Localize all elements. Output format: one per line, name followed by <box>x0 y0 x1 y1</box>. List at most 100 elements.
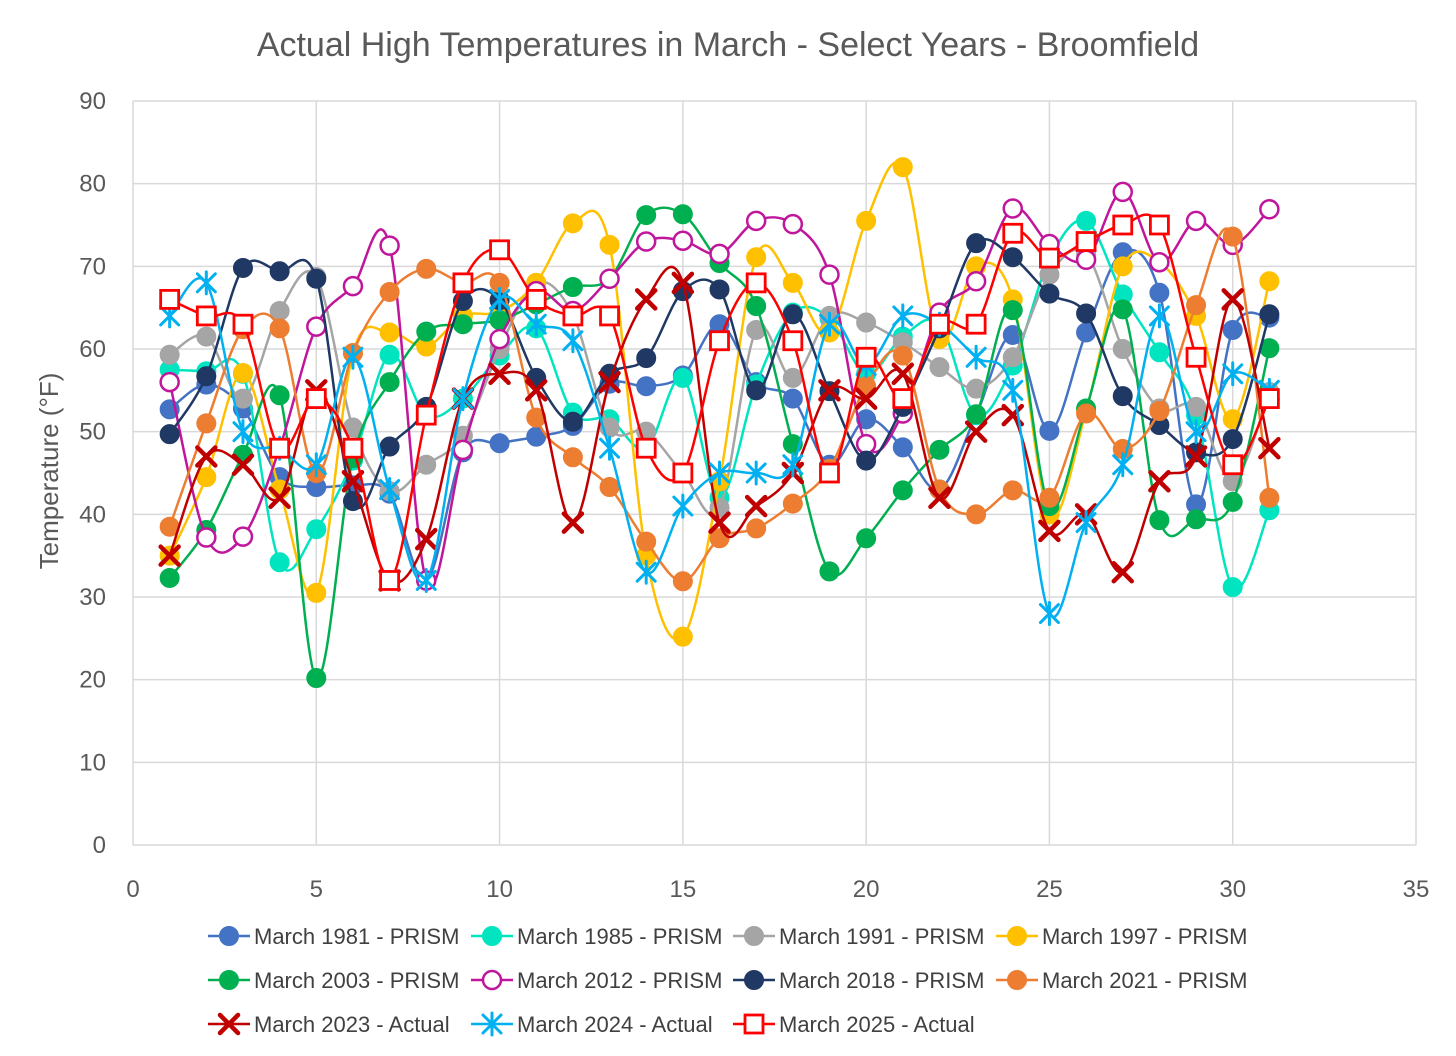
data-point-s11-day17 <box>745 272 767 294</box>
data-point-s9-day25 <box>1038 519 1061 543</box>
data-point-s1-day14 <box>636 376 657 397</box>
data-point-s10-day15 <box>672 493 694 519</box>
data-point-s8-day23 <box>966 504 987 525</box>
y-tick-label-30: 30 <box>79 584 106 611</box>
data-point-s6-day13 <box>599 268 620 289</box>
legend-marker-3 <box>744 926 764 946</box>
data-point-s9-day30 <box>1221 288 1244 311</box>
data-point-s8-day7 <box>379 281 400 302</box>
y-tick-label-0: 0 <box>93 832 106 859</box>
data-point-s7-day2 <box>196 366 217 387</box>
data-point-s6-day31 <box>1259 199 1280 220</box>
data-point-s6-day14 <box>635 231 657 252</box>
data-point-s4-day15 <box>672 626 693 647</box>
data-point-s10-day16 <box>709 460 731 486</box>
data-point-s11-day11 <box>525 288 547 310</box>
data-point-s8-day24 <box>1002 480 1023 501</box>
data-point-s11-day30 <box>1222 454 1244 476</box>
data-point-s11-day23 <box>965 313 987 335</box>
data-point-s6-day17 <box>745 210 767 232</box>
legend-label-2: March 1985 - PRISM <box>517 924 722 949</box>
legend-label-11: March 2025 - Actual <box>779 1012 975 1037</box>
x-tick-label-30: 30 <box>1219 876 1246 903</box>
data-point-s5-day1 <box>159 567 180 588</box>
y-tick-label-80: 80 <box>79 171 106 198</box>
data-point-s8-day26 <box>1076 403 1097 424</box>
data-point-s6-day20 <box>855 433 877 455</box>
data-point-s9-day4 <box>268 486 291 510</box>
data-point-s10-day18 <box>782 452 804 478</box>
legend-marker-4 <box>1007 926 1027 946</box>
data-point-s3-day18 <box>782 367 803 388</box>
series-9 <box>158 265 1281 592</box>
data-point-s8-day25 <box>1039 487 1060 508</box>
data-point-s6-day29 <box>1185 210 1207 232</box>
data-point-s1-day18 <box>782 388 803 409</box>
data-point-s5-day19 <box>819 561 840 582</box>
data-point-s9-day28 <box>1148 470 1171 493</box>
data-point-s11-day1 <box>159 288 181 310</box>
data-point-s1-day21 <box>892 437 913 458</box>
data-point-s11-day21 <box>892 388 914 410</box>
data-point-s9-day13 <box>598 370 621 394</box>
data-point-s7-day17 <box>746 380 767 401</box>
data-point-s4-day21 <box>892 157 913 178</box>
data-point-s5-day28 <box>1149 510 1170 531</box>
legend-item-8: March 2021 - PRISM <box>996 968 1247 993</box>
data-point-s7-day30 <box>1222 429 1243 450</box>
data-point-s10-day24 <box>1002 377 1024 403</box>
data-point-s9-day17 <box>744 494 768 518</box>
data-point-s6-day28 <box>1149 251 1170 273</box>
data-point-s11-day2 <box>195 305 217 327</box>
data-point-s7-day3 <box>232 257 253 278</box>
data-point-s11-day7 <box>379 570 401 591</box>
data-point-s3-day1 <box>159 344 180 365</box>
data-point-s7-day31 <box>1259 304 1280 325</box>
data-point-s9-day12 <box>561 511 585 534</box>
data-point-s6-day19 <box>819 264 840 285</box>
data-point-s9-day3 <box>231 453 255 476</box>
data-point-s6-day10 <box>489 328 510 350</box>
data-point-s6-day5 <box>306 316 327 337</box>
data-point-s10-day25 <box>1038 601 1060 627</box>
data-point-s7-day4 <box>269 261 290 282</box>
data-point-s5-day24 <box>1002 300 1023 321</box>
data-point-s11-day4 <box>269 437 291 459</box>
legend-marker-8 <box>1007 970 1027 990</box>
legend-item-6: March 2012 - PRISM <box>471 968 722 993</box>
legend-item-9: March 2023 - Actual <box>208 1012 450 1037</box>
data-point-s8-day21 <box>892 345 913 366</box>
data-point-s5-day27 <box>1112 299 1133 320</box>
data-point-s5-day30 <box>1222 491 1243 512</box>
data-point-s10-day11 <box>525 311 547 337</box>
data-point-s7-day24 <box>1002 247 1023 268</box>
data-point-s7-day18 <box>782 304 803 325</box>
legend-item-11: March 2025 - Actual <box>733 1012 975 1037</box>
data-point-s11-day22 <box>929 313 950 335</box>
data-point-s10-day7 <box>379 477 401 503</box>
series-line-9 <box>168 265 1271 584</box>
data-point-s10-day13 <box>599 435 621 461</box>
legend-item-10: March 2024 - Actual <box>471 1011 713 1037</box>
data-point-s8-day14 <box>636 531 657 552</box>
data-point-s4-day3 <box>232 362 253 383</box>
data-point-s5-day4 <box>269 385 290 406</box>
x-tick-label-5: 5 <box>310 876 323 903</box>
data-point-s11-day14 <box>635 437 657 459</box>
data-point-s10-day17 <box>745 460 767 486</box>
data-point-s7-day1 <box>159 424 180 445</box>
data-point-s3-day24 <box>1002 347 1023 368</box>
data-point-s8-day30 <box>1222 226 1243 247</box>
data-point-s5-day14 <box>636 205 657 226</box>
axis-ticks: 0 10 20 30 40 50 60 70 80 90 0 5 10 15 20 25 30 35 <box>79 88 1429 903</box>
data-point-s11-day8 <box>415 404 437 426</box>
legend-label-9: March 2023 - Actual <box>254 1012 450 1037</box>
data-point-s11-day18 <box>782 330 804 352</box>
data-point-s1-day10 <box>489 433 510 454</box>
legend-label-8: March 2021 - PRISM <box>1042 968 1247 993</box>
data-point-s11-day16 <box>709 330 730 352</box>
data-point-s9-day8 <box>415 527 438 551</box>
data-point-s6-day23 <box>965 270 987 292</box>
data-point-s6-day24 <box>1002 198 1024 219</box>
data-point-s9-day10 <box>488 362 511 386</box>
